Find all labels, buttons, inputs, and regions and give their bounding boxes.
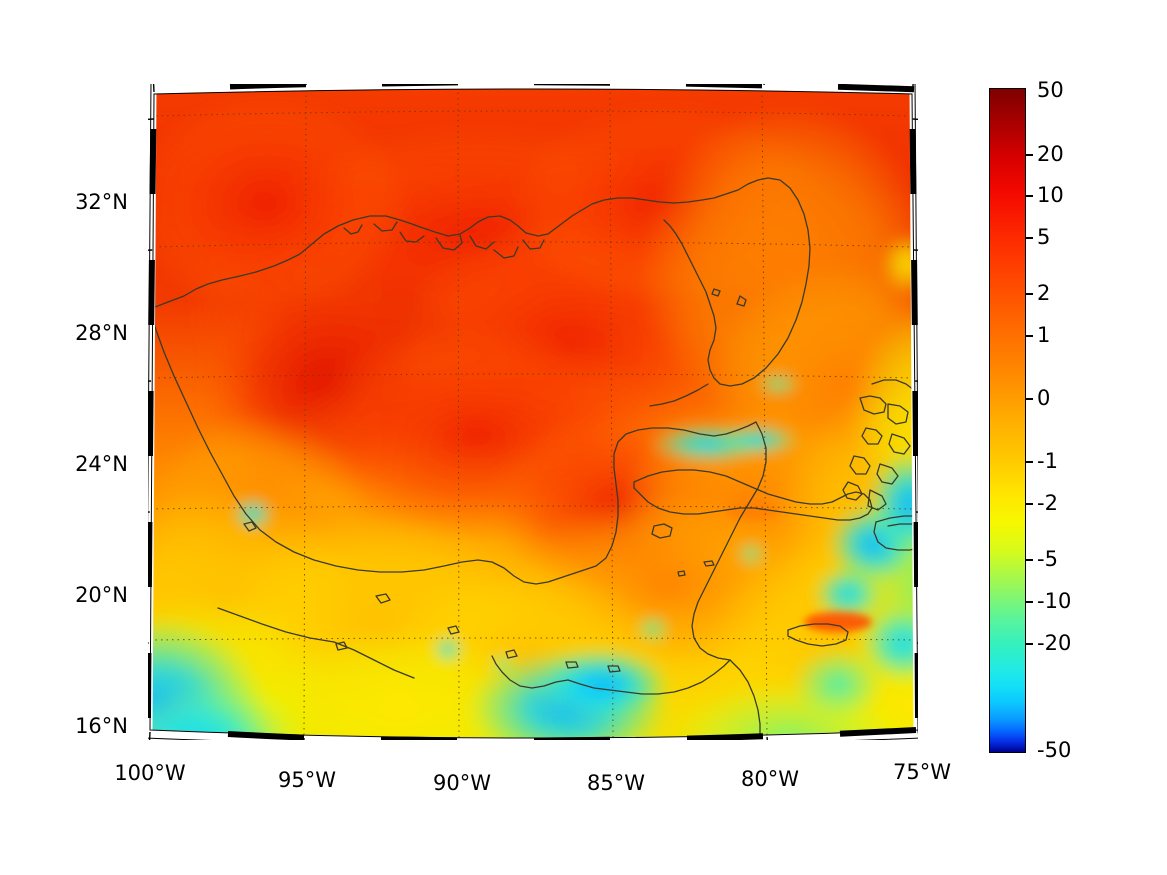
colorbar-label-5: 5: [1037, 225, 1051, 250]
colorbar-label-neg5: -5: [1037, 547, 1058, 572]
colorbar-tick-10: [1026, 195, 1033, 198]
colorbar-label-neg20: -20: [1037, 631, 1072, 655]
lon-tick-label-90w: 90°W: [433, 771, 491, 795]
colorbar-label-neg50: -50: [1037, 738, 1072, 762]
colorbar-tick-neg5: [1026, 559, 1033, 562]
colorbar-label-20: 20: [1037, 141, 1064, 166]
lon-tick-label-75w: 75°W: [893, 760, 951, 784]
colorbar-label-2: 2: [1037, 281, 1051, 306]
lat-tick-label-28: 28°N: [75, 321, 128, 345]
colorbar-label-10: 10: [1037, 183, 1064, 208]
lon-tick-label-85w: 85°W: [587, 771, 645, 795]
colorbar-tick-20: [1026, 153, 1033, 156]
map-svg: [148, 84, 918, 740]
colorbar-gradient: [989, 88, 1026, 753]
colorbar-tick-neg2: [1026, 503, 1033, 506]
map-plot-area[interactable]: 32°N 28°N 24°N 20°N 16°N 100°W 95°W 90°W…: [75, 84, 951, 795]
graticule: [150, 89, 918, 738]
lon-tick-label-95w: 95°W: [278, 768, 336, 792]
colorbar-tick-neg20: [1026, 643, 1033, 645]
lon-tick-label-100w: 100°W: [114, 761, 186, 785]
map-frame: [148, 84, 918, 740]
lat-tick-label-20: 20°N: [75, 583, 128, 607]
colorbar-tick-2: [1026, 293, 1033, 296]
colorbar-label-neg1: -1: [1037, 449, 1058, 474]
lon-tick-label-80w: 80°W: [741, 767, 799, 791]
colorbar-label-0: 0: [1037, 386, 1051, 411]
colorbar[interactable]: 50 20 10 5 2 1 0 -1 -2 -5 -10 -20 -50: [989, 78, 1164, 762]
coastlines: [150, 177, 918, 737]
lat-tick-label-24: 24°N: [75, 452, 128, 476]
colorbar-label-neg10: -10: [1037, 589, 1072, 614]
anomaly-field: [150, 89, 918, 738]
colorbar-label-neg2: -2: [1037, 491, 1058, 516]
frame-ticks: [148, 84, 918, 740]
colorbar-tick-neg1: [1026, 461, 1033, 464]
lat-tick-label-32: 32°N: [75, 190, 128, 214]
colorbar-tick-neg10: [1026, 601, 1033, 604]
colorbar-tick-5: [1026, 237, 1033, 240]
colorbar-tick-0: [1026, 398, 1033, 401]
colorbar-label-50: 50: [1037, 78, 1064, 102]
colorbar-tick-1: [1026, 335, 1033, 338]
lat-tick-label-16: 16°N: [75, 714, 128, 738]
colorbar-label-1: 1: [1037, 323, 1051, 348]
